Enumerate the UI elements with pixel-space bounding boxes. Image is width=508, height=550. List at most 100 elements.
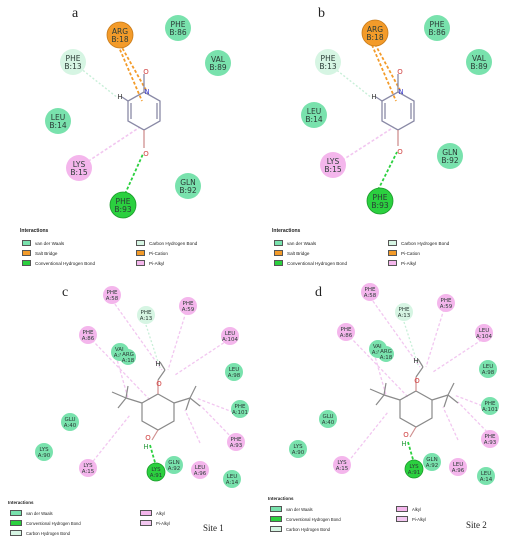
pi-alkyl-line [83, 126, 141, 165]
svg-text:GLN: GLN [442, 148, 458, 157]
salt-bridge-line [374, 43, 401, 91]
svg-text:A:98: A:98 [228, 373, 241, 379]
legend-item: Conventional Hydrogen Bond [274, 260, 347, 266]
atom-oxygen: O [397, 68, 403, 76]
svg-text:A:90: A:90 [38, 453, 51, 459]
site-2-label: Site 2 [466, 520, 487, 530]
residue-lys-b15: LYS B:15 [66, 155, 92, 181]
svg-text:GLU: GLU [322, 414, 333, 420]
svg-text:LYS: LYS [73, 160, 86, 169]
legend-item: van der Waals [274, 240, 316, 246]
legend-swatch [140, 510, 152, 516]
residue-arg-b18: ARG B:18 [106, 21, 134, 49]
svg-text:A:14: A:14 [480, 477, 493, 483]
svg-text:ARG: ARG [112, 27, 128, 36]
svg-text:PHE: PHE [485, 434, 496, 440]
svg-text:LYS: LYS [337, 460, 347, 466]
legend-swatch [274, 240, 283, 246]
svg-text:PHE: PHE [373, 193, 388, 202]
panel-label-d: d [315, 285, 322, 300]
svg-text:A:101: A:101 [232, 410, 248, 416]
atom-oxygen: O [145, 434, 151, 442]
svg-text:A:86: A:86 [82, 336, 95, 342]
svg-text:PHE: PHE [321, 54, 336, 63]
residue-lys-b15: LYS B:15 [320, 152, 346, 178]
svg-text:B:89: B:89 [470, 62, 487, 71]
svg-text:A:90: A:90 [292, 450, 305, 456]
svg-text:ARG: ARG [122, 352, 134, 358]
atom-nitrogen: N [398, 88, 403, 96]
svg-text:B:18: B:18 [366, 33, 383, 42]
svg-text:PHE: PHE [171, 20, 186, 29]
legend-item: Carbon Hydrogen Bond [10, 530, 70, 536]
svg-text:PHE: PHE [485, 401, 496, 407]
legend-swatch [274, 260, 283, 266]
legend-title: Interactions [8, 500, 34, 505]
svg-text:LEU: LEU [51, 113, 65, 122]
atom-hydrogen: H [401, 440, 406, 448]
legend-swatch [136, 260, 145, 266]
svg-text:A:59: A:59 [182, 307, 195, 313]
legend-item: Alkyl [140, 510, 165, 516]
svg-text:A:18: A:18 [380, 355, 393, 361]
atom-hydrogen: H [371, 93, 376, 101]
svg-text:A:15: A:15 [336, 466, 349, 472]
legend-item: Pi-Alkyl [388, 260, 416, 266]
svg-text:A:18: A:18 [122, 358, 135, 364]
svg-text:LYS: LYS [151, 467, 161, 473]
legend-title: Interactions [272, 228, 301, 234]
svg-text:A:91: A:91 [408, 470, 421, 476]
legend-swatch [22, 240, 31, 246]
svg-text:B:86: B:86 [428, 28, 445, 37]
svg-text:PHE: PHE [107, 290, 118, 296]
ligand-molecule [369, 358, 459, 438]
hydrogen-bond-line [377, 151, 398, 191]
legend-item: Conventional Hydrogen Bond [270, 516, 341, 522]
atom-oxygen: O [143, 68, 149, 76]
atom-nitrogen: N [144, 88, 149, 96]
legend-item: Salt Bridge [274, 250, 309, 256]
residue-phe-b93: PHE B:93 [366, 187, 394, 215]
svg-text:VAL: VAL [373, 344, 384, 350]
legend-swatch [136, 250, 145, 256]
svg-text:PHE: PHE [399, 307, 410, 313]
svg-text:B:14: B:14 [49, 121, 66, 130]
legend-item: Conventional Hydrogen Bond [22, 260, 95, 266]
panel-b-diagram: O N H O ARG B:18 PHE B:86 PHE B:13 VAL B… [301, 15, 492, 215]
hydrogen-bond-line [124, 153, 144, 195]
legend-panel-a: Interactions van der Waals Salt Bridge C… [20, 228, 240, 273]
svg-text:LYS: LYS [409, 464, 419, 470]
legend-swatch [270, 516, 282, 522]
pi-alkyl-lines [347, 296, 497, 463]
hydrogen-bond-line [149, 444, 157, 467]
carbon-hydrogen-bond-line [145, 324, 161, 369]
residue-gln-b92: GLN B:92 [175, 173, 201, 199]
atom-hydrogen: H [143, 443, 148, 451]
svg-text:A:92: A:92 [426, 463, 439, 469]
legend-panel-d: Interactions van der Waals Conventional … [268, 496, 458, 541]
legend-title: Interactions [268, 496, 294, 501]
svg-text:B:14: B:14 [305, 115, 322, 124]
svg-text:LEU: LEU [453, 462, 464, 468]
svg-text:A:96: A:96 [452, 468, 465, 474]
legend-panel-b: Interactions van der Waals Salt Bridge C… [272, 228, 492, 273]
svg-text:VAL: VAL [115, 347, 126, 353]
svg-text:GLU: GLU [64, 417, 75, 423]
legend-swatch [396, 506, 408, 512]
legend-item: Pi-Alkyl [136, 260, 164, 266]
svg-text:A:40: A:40 [322, 420, 335, 426]
